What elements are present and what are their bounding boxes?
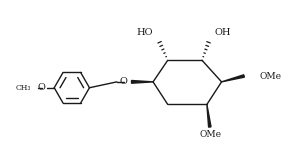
Text: OMe: OMe bbox=[200, 130, 222, 139]
Text: HO: HO bbox=[137, 28, 153, 37]
Text: O: O bbox=[37, 83, 46, 92]
Text: OH: OH bbox=[215, 28, 231, 37]
Polygon shape bbox=[207, 104, 211, 127]
Text: CH₃: CH₃ bbox=[15, 84, 31, 92]
Polygon shape bbox=[221, 75, 245, 82]
Text: OMe: OMe bbox=[260, 72, 282, 82]
Polygon shape bbox=[132, 80, 153, 83]
Text: O: O bbox=[120, 77, 128, 86]
